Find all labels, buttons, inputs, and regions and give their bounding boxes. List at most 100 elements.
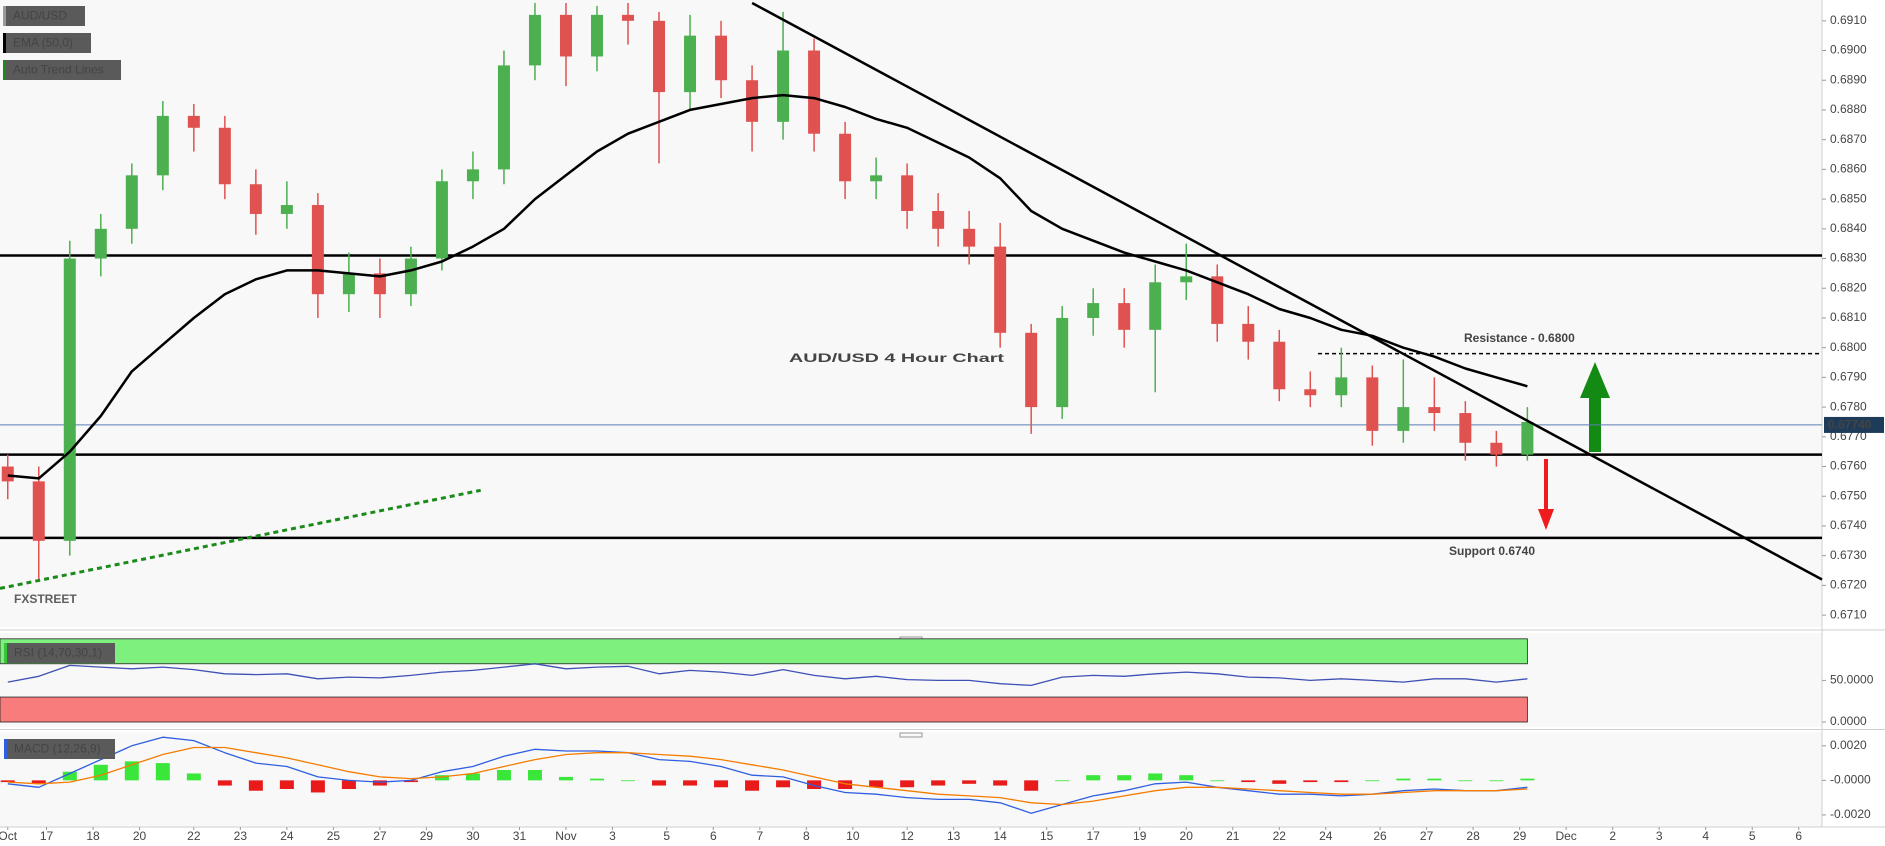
y-tick-label: -0.0020 [1830, 807, 1871, 821]
x-tick-label: Dec [1555, 829, 1576, 843]
resistance-arrow [1580, 362, 1610, 452]
y-tick-label: 0.6860 [1830, 162, 1867, 176]
macd-histogram-bar [465, 773, 480, 781]
x-tick-label: 23 [234, 829, 248, 843]
candle-body [342, 273, 355, 295]
legend-tag [4, 739, 115, 759]
x-tick-label: 31 [513, 829, 527, 843]
macd-histogram-bar [776, 780, 791, 788]
candle-body [715, 35, 728, 81]
x-tick-label: 20 [133, 829, 147, 843]
y-tick-label: 0.6800 [1830, 340, 1867, 354]
y-tick-label: 0.6740 [1830, 518, 1867, 532]
x-tick-label: 21 [1226, 829, 1240, 843]
x-tick-label: 22 [1273, 829, 1287, 843]
candle-body [684, 35, 697, 93]
macd-histogram-bar [217, 780, 232, 786]
x-tick-label: 10 [846, 829, 860, 843]
macd-histogram-bar [62, 771, 77, 781]
candle-body [808, 50, 821, 134]
candle-body [1490, 442, 1503, 455]
x-tick-label: 14 [993, 829, 1007, 843]
candle-body [32, 481, 45, 541]
pane-grip [899, 732, 923, 738]
x-tick-label: 17 [40, 829, 54, 843]
candle-body [1149, 282, 1162, 330]
x-tick-label: 4 [1702, 829, 1709, 843]
x-tick-label: 29 [420, 829, 434, 843]
y-tick-label: 0.6890 [1830, 72, 1867, 86]
candle-body [280, 205, 293, 214]
x-tick-label: 6 [710, 829, 717, 843]
macd-histogram-bar [558, 776, 573, 781]
macd-histogram-bar [1024, 780, 1039, 791]
macd-histogram-bar [0, 780, 15, 783]
x-tick-label: Nov [555, 829, 576, 843]
x-tick-label: 12 [900, 829, 914, 843]
annotation: Support 0.6740 [1449, 544, 1535, 558]
candle-body [1242, 323, 1255, 342]
y-tick-label: 0.6790 [1830, 370, 1867, 384]
x-tick-label: 20 [1180, 829, 1194, 843]
macd-histogram-bar [1055, 780, 1070, 782]
macd-histogram-bar [745, 780, 760, 791]
candle-body [187, 115, 200, 128]
y-tick-label: -0.0000 [1830, 773, 1871, 787]
candle-body [901, 175, 914, 211]
macd-histogram-bar [1334, 780, 1349, 783]
candle-body [622, 14, 635, 21]
macd-line [7, 736, 1528, 814]
macd-histogram-bar [1179, 775, 1194, 781]
legend-swatch [4, 643, 7, 663]
macd-histogram-bar [1303, 780, 1318, 783]
candle-body [839, 133, 852, 182]
candle-body [870, 175, 883, 182]
rsi-band [0, 638, 1528, 665]
y-tick-label: 0.6720 [1830, 578, 1867, 592]
candle-body [590, 14, 603, 57]
macd-histogram-bar [962, 780, 977, 784]
x-tick-label: 5 [1749, 829, 1756, 843]
macd-histogram-bar [807, 780, 822, 789]
macd-histogram-bar [714, 780, 729, 788]
legend-label: RSI (14,70,30,1) [14, 646, 102, 660]
macd-histogram-bar [1427, 778, 1442, 781]
y-tick-label: 0.0020 [1830, 738, 1867, 752]
x-tick-label: 19 [1133, 829, 1147, 843]
candle-body [1366, 377, 1379, 431]
candle-body [249, 184, 262, 214]
legend-label: Auto Trend Lines [13, 63, 104, 77]
candle-body [404, 258, 417, 295]
macd-line [7, 746, 1528, 806]
y-tick-label: 0.6850 [1830, 191, 1867, 205]
macd-histogram-bar [589, 778, 604, 781]
y-tick-label: 50.0000 [1830, 673, 1874, 687]
macd-histogram-bar [652, 780, 667, 786]
x-tick-label: 27 [1420, 829, 1434, 843]
legend-tag [3, 60, 121, 80]
x-tick-label: 3 [1656, 829, 1663, 843]
x-tick-label: 6 [1795, 829, 1802, 843]
macd-histogram-bar [248, 780, 263, 791]
macd-histogram-bar [1210, 780, 1225, 782]
x-tick-label: 26 [1373, 829, 1387, 843]
x-tick-label: 18 [86, 829, 100, 843]
x-tick-label: 30 [466, 829, 480, 843]
macd-histogram-bar [993, 780, 1008, 786]
candle-body [1211, 276, 1224, 324]
x-tick-label: 8 [803, 829, 810, 843]
x-tick-label: 15 [1040, 829, 1054, 843]
legend-swatch [3, 6, 6, 26]
macd-histogram-bar [621, 780, 636, 782]
last-price-box [1824, 416, 1884, 433]
macd-histogram-bar [93, 764, 108, 781]
legend-tag [4, 643, 115, 663]
legend-swatch [3, 33, 6, 53]
candle-body [466, 169, 479, 182]
macd-histogram-bar [1520, 778, 1535, 781]
annotation: Resistance - 0.6800 [1464, 331, 1575, 345]
y-tick-label: 0.6780 [1830, 399, 1867, 413]
x-tick-label: 24 [1319, 829, 1333, 843]
y-tick-label: 0.6900 [1830, 43, 1867, 57]
